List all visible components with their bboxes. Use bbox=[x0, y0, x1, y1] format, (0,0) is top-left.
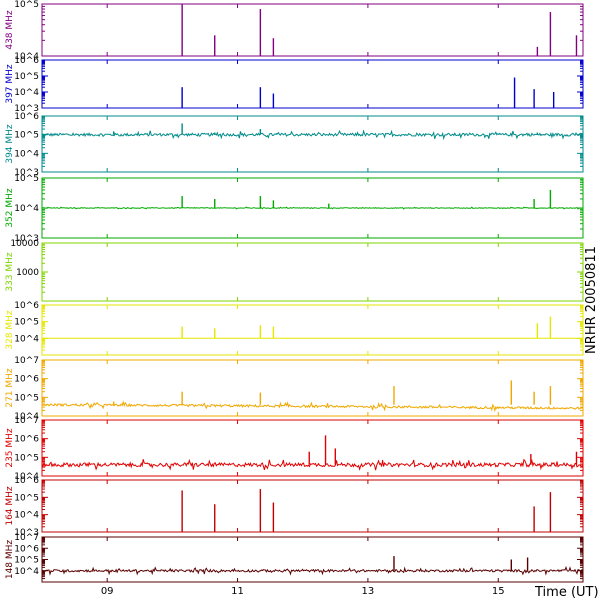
series-line bbox=[41, 206, 584, 210]
panel-label: 148 MHz bbox=[5, 540, 15, 580]
y-tick-label: 10^4 bbox=[14, 567, 39, 577]
x-tick-label: 13 bbox=[362, 586, 375, 597]
series-line bbox=[41, 400, 584, 413]
series-line bbox=[41, 565, 584, 576]
panel-label: 352 MHz bbox=[5, 188, 15, 228]
x-tick-label: 11 bbox=[231, 586, 244, 597]
y-tick-label: 10^6 bbox=[14, 435, 39, 445]
y-tick-label: 10^4 bbox=[14, 52, 39, 62]
y-tick-label: 1000 bbox=[16, 268, 39, 278]
panel-frame bbox=[41, 59, 584, 109]
panel-label: 271 MHz bbox=[5, 368, 15, 408]
panel-394-mhz: 10^6 10^5 10^4 10^3 394 MHz bbox=[5, 112, 584, 178]
y-tick-label: 10^5 bbox=[14, 556, 39, 566]
series-line bbox=[41, 129, 584, 141]
y-tick-label: 10^6 bbox=[14, 56, 39, 66]
panel-frame bbox=[41, 115, 584, 173]
x-tick-label: 15 bbox=[492, 586, 505, 597]
x-axis-label: Time (UT) bbox=[534, 585, 599, 600]
panel-352-mhz: 10^5 10^4 10^3 352 MHz bbox=[5, 174, 584, 244]
y-tick-label: 10^4 bbox=[14, 412, 39, 422]
y-tick-label: 10^6 bbox=[14, 375, 39, 385]
panel-label: 164 MHz bbox=[5, 486, 15, 526]
y-tick-label: 10^4 bbox=[14, 204, 39, 214]
y-tick-label: 10^5 bbox=[14, 393, 39, 403]
y-tick-label: 10^3 bbox=[14, 528, 39, 538]
panel-235-mhz: 10^7 10^6 10^5 10^4 235 MHz bbox=[5, 416, 584, 482]
panel-frame bbox=[41, 304, 584, 356]
panel-frame bbox=[41, 3, 584, 57]
panel-438-mhz: 10^5 10^4 438 MHz bbox=[5, 0, 584, 62]
x-ticks: 09 11 13 15 bbox=[101, 586, 505, 597]
panel-label: 333 MHz bbox=[5, 252, 15, 292]
y-tick-label: 10^3 bbox=[14, 104, 39, 114]
side-label: NRHR 20050811 bbox=[584, 246, 599, 354]
y-tick-label: 10^7 bbox=[14, 416, 39, 426]
panel-164-mhz: 10^6 10^5 10^4 10^3 164 MHz bbox=[5, 476, 584, 538]
panel-271-mhz: 10^7 10^6 10^5 10^4 271 MHz bbox=[5, 356, 584, 422]
y-tick-label: 10^7 bbox=[14, 533, 39, 543]
panel-frame bbox=[41, 536, 584, 583]
panel-label: 235 MHz bbox=[5, 428, 15, 468]
y-tick-label: 10000 bbox=[10, 239, 39, 249]
y-tick-label: 10^4 bbox=[14, 472, 39, 482]
panel-label: 328 MHz bbox=[5, 310, 15, 350]
y-tick-label: 10^4 bbox=[14, 88, 39, 98]
y-tick-label: 10^4 bbox=[14, 149, 39, 159]
y-tick-label: 10^5 bbox=[14, 453, 39, 463]
y-tick-label: 10^7 bbox=[14, 356, 39, 366]
y-tick-label: 10^5 bbox=[14, 318, 39, 328]
y-tick-label: 10^6 bbox=[14, 112, 39, 122]
y-tick-label: 10^5 bbox=[14, 72, 39, 82]
panel-label: 438 MHz bbox=[5, 10, 15, 50]
series-line bbox=[41, 458, 584, 471]
y-tick-label: 10^6 bbox=[14, 476, 39, 486]
panel-frame bbox=[41, 242, 584, 302]
y-tick-label: 10^3 bbox=[14, 234, 39, 244]
y-tick-label: 10^6 bbox=[14, 301, 39, 311]
panel-label: 397 MHz bbox=[5, 64, 15, 104]
panel-frame bbox=[41, 419, 584, 477]
panel-label: 394 MHz bbox=[5, 124, 15, 164]
y-tick-label: 10^5 bbox=[14, 0, 39, 10]
y-tick-label: 10^4 bbox=[14, 511, 39, 521]
y-tick-label: 10^4 bbox=[14, 334, 39, 344]
y-tick-label: 10^5 bbox=[14, 493, 39, 503]
y-tick-label: 10^6 bbox=[14, 544, 39, 554]
y-tick-label: 10^5 bbox=[14, 174, 39, 184]
y-tick-label: 10^5 bbox=[14, 131, 39, 141]
x-tick-label: 09 bbox=[101, 586, 114, 597]
y-tick-label: 10^3 bbox=[14, 168, 39, 178]
panel-frame bbox=[41, 479, 584, 533]
